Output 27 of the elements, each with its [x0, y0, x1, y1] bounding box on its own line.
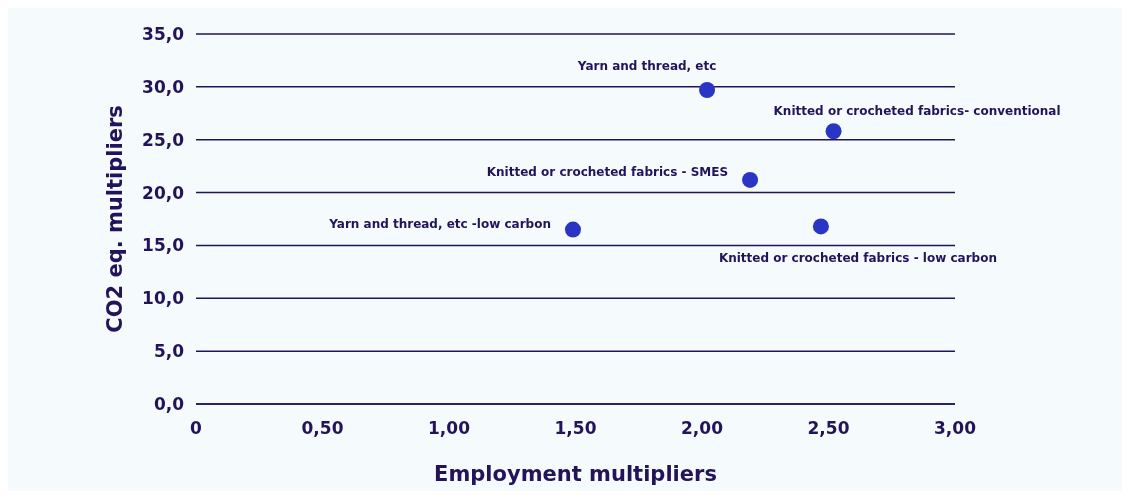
annotation: Knitted or crocheted fabrics - low carbon	[718, 251, 997, 266]
y-tick-label: 10,0	[142, 288, 185, 309]
annotation: Knitted or crocheted fabrics- conventional	[773, 104, 1061, 119]
y-tick-label: 0,0	[153, 393, 185, 414]
point	[699, 82, 716, 99]
y-tick-label: 5,0	[153, 341, 185, 362]
x-tick-label: 2,50	[807, 418, 850, 438]
x-tick-label: 3,00	[934, 418, 977, 438]
point	[742, 171, 759, 188]
point	[825, 123, 842, 140]
x-tick-label: 1,50	[554, 418, 597, 438]
annotation: Yarn and thread, etc	[576, 59, 717, 74]
annotation: Knitted or crocheted fabrics - SMES	[486, 164, 729, 179]
annotation: Yarn and thread, etc -low carbon	[328, 216, 551, 231]
y-tick-label: 30,0	[142, 76, 185, 97]
x-tick-label: 0	[190, 418, 203, 438]
y-tick-label: 35,0	[142, 23, 185, 44]
y-tick-label: 20,0	[142, 182, 185, 203]
point	[564, 221, 581, 238]
y-tick-label: 15,0	[142, 235, 185, 256]
x-axis-title: Employment multipliers	[434, 462, 717, 486]
x-tick-label: 2,00	[681, 418, 724, 438]
x-tick-label: 1,00	[428, 418, 471, 438]
y-axis-title: CO2 eq. multipliers	[103, 105, 127, 333]
y-tick-label: 25,0	[142, 129, 185, 150]
point	[812, 218, 829, 235]
x-tick-label: 0,50	[301, 418, 344, 438]
